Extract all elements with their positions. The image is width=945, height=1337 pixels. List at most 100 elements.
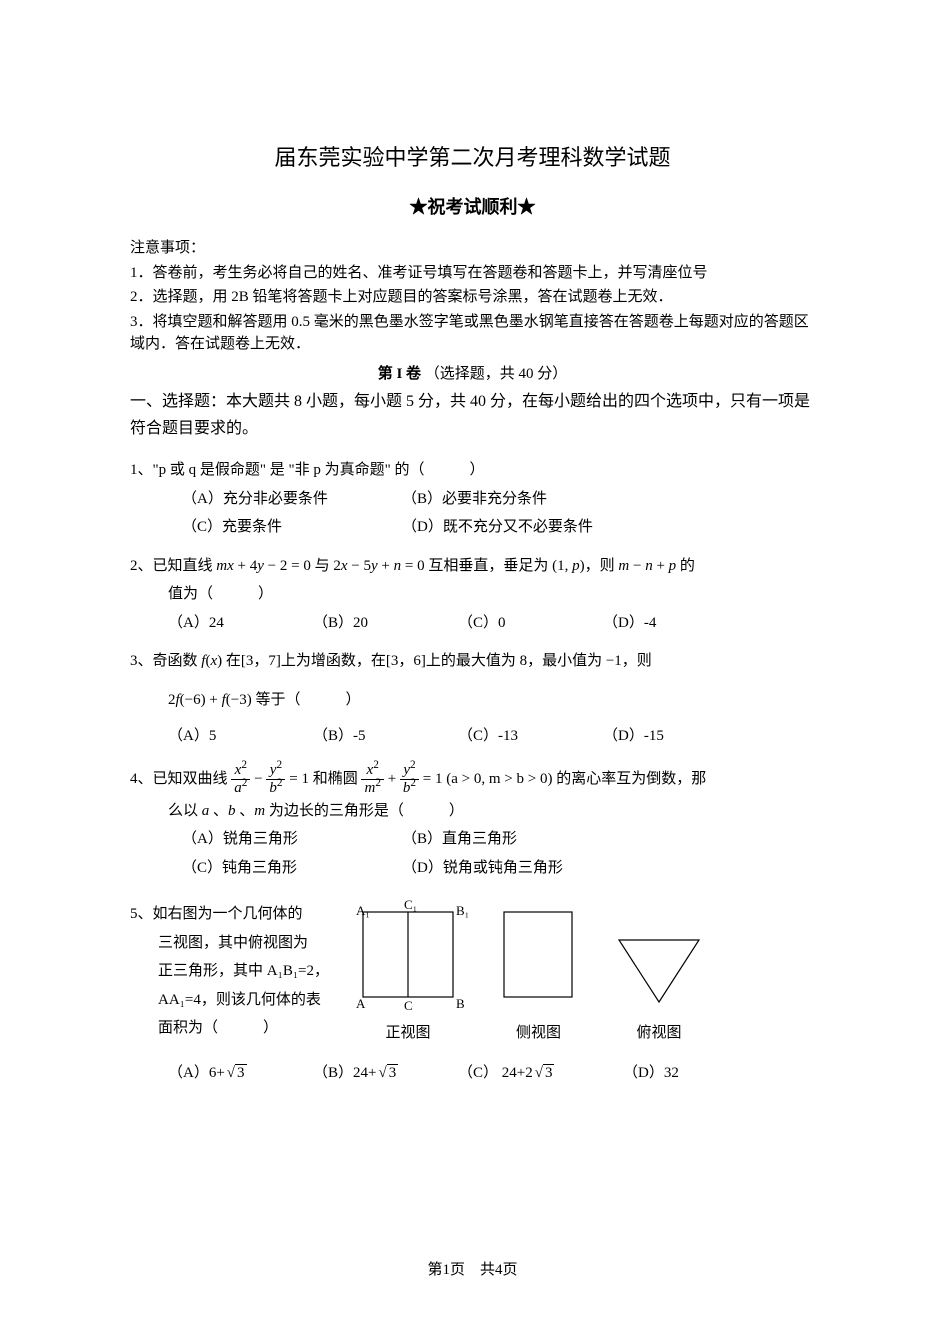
q4-frac1: x2a2 [231,762,250,796]
q4-sep: 、 [236,803,255,819]
question-5: 5、如右图为一个几何体的 三视图，其中俯视图为 正三角形，其中 A₁B₁=2， … [130,900,815,1045]
page-footer: 第1页 共4页 [0,1258,945,1282]
rad: 3 [387,1064,399,1081]
q4-sep: 、 [209,803,228,819]
question-4: 4、已知双曲线 x2a2 − y2b2 = 1 和椭圆 x2m2 + y2b2 … [130,761,815,883]
q4-stem: 4、已知双曲线 x2a2 − y2b2 = 1 和椭圆 x2m2 + y2b2 … [130,761,815,797]
q4-eq: = 1 [289,771,309,787]
label-c: C [404,998,413,1013]
q5-line: AA₁=4，则该几何体的表 [158,986,330,1015]
side-view: 侧视图 [496,900,581,1045]
frac-d: b [269,780,277,796]
q3-option-b: （B）-5 [313,722,458,751]
q3-expr: (−3) [226,692,252,708]
q4-option-a: （A）锐角三角形 [182,825,402,854]
q4-txt: 和椭圆 [313,771,362,787]
q3-option-d: （D）-15 [603,722,748,751]
q5-line: 正三角形，其中 A₁B₁=2， [158,957,330,986]
volume-heading: 第 I 卷 （选择题，共 40 分） [130,362,815,386]
q3-option-a: （A）5 [168,722,313,751]
q2-eq: 2 [333,558,341,574]
notice-heading: 注意事项： [130,236,815,260]
front-view: A₁ C₁ B₁ A C B 正视图 [348,900,468,1045]
q2-eq: x [341,558,348,574]
q1-stem: 1、"p 或 q 是假命题" 是 "非 p 为真命题" 的（ ） [130,456,815,485]
front-view-caption: 正视图 [385,1021,430,1045]
q2-expr: n [645,558,653,574]
q4-txt: 么以 [168,803,202,819]
q3-txt: 在[3，7]上为增函数，在[3，6]上的最大值为 8，最小值为 −1，则 [222,653,652,669]
question-3: 3、奇函数 f(x) 在[3，7]上为增函数，在[3，6]上的最大值为 8，最小… [130,647,815,751]
q5-line: 面积为（ ） [158,1014,330,1043]
q4-frac2: y2b2 [266,762,285,796]
q2-eq: + 4 [234,558,257,574]
q2-option-a: （A）24 [168,609,313,638]
q2-option-b: （B）20 [313,609,458,638]
side-view-caption: 侧视图 [516,1021,561,1045]
q4-pre: 4、已知双曲线 [130,771,231,787]
q3-stem: 3、奇函数 f(x) 在[3，7]上为增函数，在[3，6]上的最大值为 8，最小… [130,647,815,676]
front-view-svg: A₁ C₁ B₁ A C B [348,900,468,1015]
q5-option-b: （B）24+3 [313,1059,458,1088]
label-b: B [456,996,465,1011]
label-a: A [356,996,366,1011]
subtitle: ★祝考试顺利★ [130,193,815,222]
q5-text: 5、如右图为一个几何体的 三视图，其中俯视图为 正三角形，其中 A₁B₁=2， … [130,900,330,1043]
q1-option-c: （C）充要条件 [182,513,402,542]
q2-eq: mx [216,558,234,574]
q2-pt: (1, [552,558,572,574]
q5-option-c: （C） 24+23 [458,1059,623,1088]
q3-pre: 3、奇函数 [130,653,201,669]
q4-option-b: （B）直角三角形 [402,825,622,854]
q2-txt: 与 [311,558,334,574]
q4-cond: (a > 0, m > b > 0) [446,771,552,787]
page-title: 届东莞实验中学第二次月考理科数学试题 [130,140,815,175]
q4-eq: = 1 [423,771,443,787]
q2-line2: 值为（ ） [168,580,815,609]
volume-rest: （选择题，共 40 分） [425,366,568,382]
q4-line2: 么以 a 、b 、m 为边长的三角形是（ ） [168,797,815,826]
q2-option-d: （D）-4 [603,609,748,638]
q5-options: （A）6+3 （B）24+3 （C） 24+23 （D）32 [168,1059,815,1088]
q3-option-c: （C）-13 [458,722,603,751]
q4-var: b [228,803,236,819]
volume-bold: 第 I 卷 [378,366,421,382]
side-view-svg [496,900,581,1015]
q3-expr: 2 [168,692,176,708]
q5-option-a: （A）6+3 [168,1059,313,1088]
q2-eq: y [371,558,378,574]
frac-n: y [403,762,410,778]
q2-expr: + [653,558,669,574]
q5-option-d: （D）32 [623,1059,768,1088]
q2-pt: p [572,558,580,574]
q3-expr: (−6) + [180,692,222,708]
q4-option-d: （D）锐角或钝角三角形 [402,854,622,883]
q2-eq: − 2 = 0 [264,558,311,574]
notice-line: 1．答卷前，考生务必将自己的姓名、准考证号填写在答题卷和答题卡上，并写清座位号 [130,262,815,285]
q1-option-d: （D）既不充分又不必要条件 [402,513,622,542]
section-1: 一、选择题：本大题共 8 小题，每小题 5 分，共 40 分，在每小题给出的四个… [130,388,815,442]
q2-txt: 的 [676,558,695,574]
notice-line: 2．选择题，用 2B 铅笔将答题卡上对应题目的答案标号涂黑，答在试题卷上无效． [130,286,815,309]
q2-txt: 互相垂直，垂足为 [425,558,553,574]
q2-eq: + [378,558,394,574]
sqrt-icon: 3 [225,1059,247,1088]
rad: 3 [235,1064,247,1081]
q2-pre: 2、已知直线 [130,558,216,574]
frac-d: m [364,780,375,796]
q4-op: + [388,771,400,787]
label-b1: B₁ [456,903,468,918]
top-view-caption: 俯视图 [636,1021,681,1045]
q2-txt: ，则 [585,558,619,574]
q4-op: − [254,771,266,787]
q2-expr: − [629,558,645,574]
rad: 3 [543,1064,555,1081]
top-view: 俯视图 [609,930,709,1045]
q4-frac4: y2b2 [400,762,419,796]
q5-line: 5、如右图为一个几何体的 [130,900,330,929]
q2-option-c: （C）0 [458,609,603,638]
q4-option-c: （C）钝角三角形 [182,854,402,883]
q2-stem: 2、已知直线 mx + 4y − 2 = 0 与 2x − 5y + n = 0… [130,552,815,581]
q4-var: m [254,803,265,819]
q4-txt: 的离心率互为倒数，那 [556,771,706,787]
